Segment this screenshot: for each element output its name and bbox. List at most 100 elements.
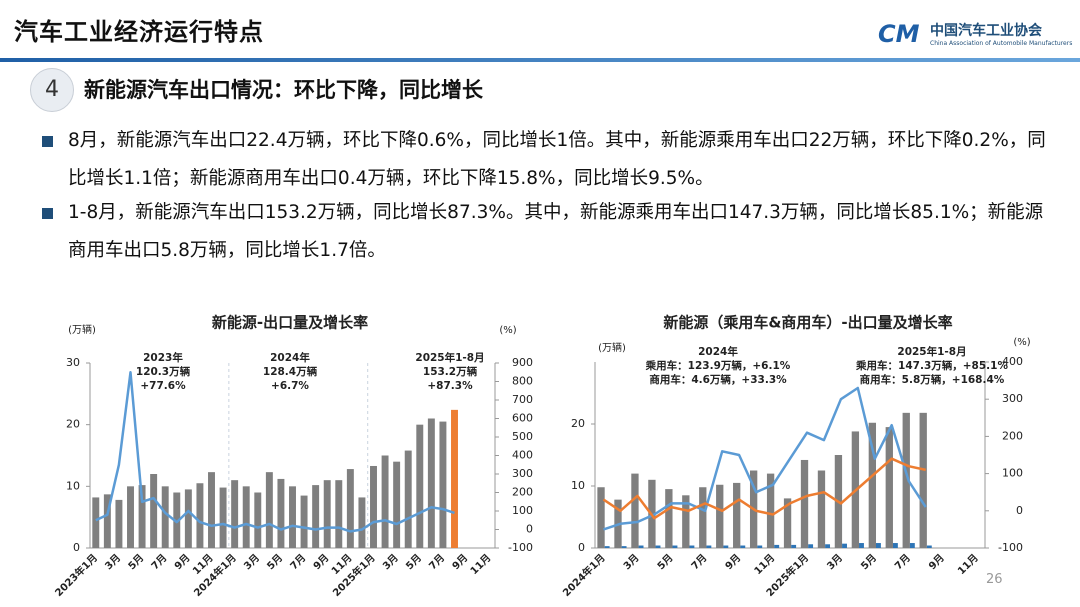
bar [196,483,204,548]
section-title: 新能源汽车出口情况：环比下降，同比增长 [84,78,483,102]
y2-tick-label: 600 [512,412,533,425]
annotation: 153.2万辆 [423,365,478,378]
y2-tick-label: 400 [1002,355,1023,368]
bar [621,546,627,548]
bar [919,412,927,548]
chart-title: 新能源-出口量及增长率 [212,314,368,332]
y2-tick-label: 700 [512,393,533,406]
bar [242,486,250,548]
x-tick-label: 5月 [265,552,285,572]
x-tick-label: 5月 [126,552,146,572]
y2-tick-label: 100 [512,504,533,517]
y2-tick-label: 100 [1002,467,1023,480]
x-tick-label: 3月 [621,552,641,572]
x-tick-label: 5月 [655,552,675,572]
logo-cn: 中国汽车工业协会 [930,23,1042,39]
x-tick-label: 9月 [450,552,470,572]
annotation: 乘用车：147.3万辆，+85.1% [855,359,1008,372]
bar [665,489,673,548]
y2-tick-label: 400 [512,449,533,462]
y-tick-label: 10 [66,479,80,492]
y-tick-label: 10 [571,479,585,492]
page-number: 26 [986,572,1003,587]
annotation: +77.6% [140,380,186,392]
y2-tick-label: 0 [1016,504,1023,517]
bar [774,544,780,548]
annotation: 120.3万辆 [136,365,191,378]
y2-tick-label: 500 [512,430,533,443]
annotation: 2025年1-8月 [897,345,966,358]
bar [393,461,401,548]
logo-mark: CM [878,20,920,48]
bar [208,472,215,548]
annotation: 2024年 [698,345,738,358]
bar [346,469,354,548]
x-tick-label: 11月 [752,552,777,577]
bullet: 8月，新能源汽车出口22.4万辆，环比下降0.6%，同比增长1倍。其中，新能源乘… [40,122,1060,198]
y2-axis-label: (%) [1013,337,1030,348]
y2-axis-label: (%) [499,325,516,336]
y2-tick-label: 300 [512,467,533,480]
x-tick-label: 3月 [103,552,123,572]
bar [655,545,661,548]
bar [427,418,435,548]
x-tick-label: 11月 [955,552,980,577]
bar [716,484,724,548]
y2-tick-label: -100 [998,541,1023,554]
bar [926,545,932,548]
bar [757,545,763,548]
bar [631,473,639,548]
x-tick-label: 9月 [723,552,743,572]
section-number: 4 [30,68,74,112]
line-series [602,457,926,520]
y-tick-label: 20 [66,418,80,431]
line-series [603,386,927,531]
bar [902,412,910,548]
bar [358,497,366,548]
bar [277,478,285,548]
bar [254,492,262,548]
bar [766,473,775,548]
bar [451,409,458,548]
x-tick-label: 7月 [892,552,912,572]
x-tick-label: 5月 [404,552,424,572]
bar [150,474,158,548]
bar [817,470,826,548]
x-tick-label: 9月 [172,552,192,572]
x-tick-label: 3月 [380,552,400,572]
y2-tick-label: 200 [512,486,533,499]
bar [672,545,678,548]
bar [699,487,707,548]
bar [370,465,377,548]
y-tick-label: 0 [73,541,80,554]
bar [706,545,712,548]
bar [138,485,146,548]
bar [265,472,273,548]
annotation: 商用车：4.6万辆，+33.3% [649,373,787,386]
x-tick-label: 5月 [859,552,879,572]
bar [783,498,792,548]
y-tick-label: 30 [66,356,80,369]
annotation: 乘用车：123.9万辆，+6.1% [645,359,791,372]
y-axis-label: (万辆) [68,323,96,336]
bar [808,544,814,548]
y2-tick-label: 900 [512,356,533,369]
annotation: 商用车：5.8万辆，+168.4% [860,373,1005,386]
bar [638,545,644,548]
annotation: 128.4万辆 [263,365,318,378]
bar [800,459,809,548]
bar [335,480,343,548]
bar [740,545,746,548]
bar [416,424,424,548]
x-tick-label: 9月 [311,552,331,572]
bar [173,492,181,548]
x-tick-label: 3月 [242,552,262,572]
annotation: +87.3% [427,380,473,392]
bullet-list: 8月，新能源汽车出口22.4万辆，环比下降0.6%，同比增长1倍。其中，新能源乘… [40,122,1060,266]
logo: CM 中国汽车工业协会 China Association of Automob… [878,16,1073,52]
bar [876,543,881,548]
y-tick-label: 20 [571,417,585,430]
bar [300,495,308,548]
